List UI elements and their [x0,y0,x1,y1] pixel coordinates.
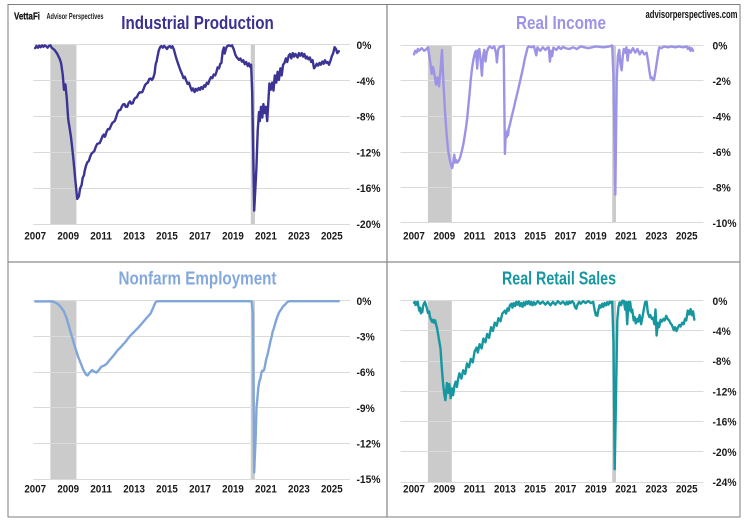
svg-text:2025: 2025 [321,231,343,243]
svg-text:-15%: -15% [357,474,381,486]
svg-text:2011: 2011 [464,484,486,496]
svg-text:2025: 2025 [676,484,698,496]
svg-text:-16%: -16% [357,183,381,195]
svg-text:VettaFi: VettaFi [14,11,40,22]
svg-text:-2%: -2% [713,76,731,88]
svg-text:2009: 2009 [57,231,79,243]
svg-text:2023: 2023 [646,484,668,496]
svg-text:2019: 2019 [222,484,244,496]
svg-text:-20%: -20% [713,447,737,459]
svg-text:-9%: -9% [357,403,375,415]
svg-text:-6%: -6% [357,367,375,379]
svg-text:2009: 2009 [433,231,455,243]
svg-text:0%: 0% [357,40,372,52]
svg-text:2021: 2021 [615,484,637,496]
svg-text:Advisor Perspectives: Advisor Perspectives [47,11,104,21]
svg-text:2025: 2025 [321,484,343,496]
svg-text:2017: 2017 [555,231,577,243]
svg-text:2021: 2021 [255,484,277,496]
svg-text:2007: 2007 [24,231,46,243]
svg-text:-20%: -20% [357,219,381,231]
svg-text:-4%: -4% [357,76,375,88]
svg-text:0%: 0% [713,41,728,53]
svg-text:2021: 2021 [255,231,277,243]
svg-text:2009: 2009 [433,484,455,496]
svg-text:2017: 2017 [555,484,577,496]
svg-text:-4%: -4% [713,112,731,124]
svg-text:2021: 2021 [615,231,637,243]
svg-text:0%: 0% [713,296,728,308]
svg-text:-3%: -3% [357,332,375,344]
svg-text:2019: 2019 [585,231,607,243]
svg-text:2011: 2011 [90,484,112,496]
svg-text:2023: 2023 [288,484,310,496]
svg-text:2013: 2013 [494,484,516,496]
svg-text:Real Retail Sales: Real Retail Sales [502,268,616,289]
svg-text:-12%: -12% [713,386,737,398]
svg-text:Industrial Production: Industrial Production [121,12,274,33]
svg-text:-16%: -16% [713,417,737,429]
svg-text:2013: 2013 [123,484,145,496]
svg-text:2023: 2023 [288,231,310,243]
svg-text:2013: 2013 [494,231,516,243]
svg-text:-8%: -8% [713,183,731,195]
svg-text:Nonfarm Employment: Nonfarm Employment [119,268,277,289]
svg-text:-8%: -8% [357,112,375,124]
svg-text:-8%: -8% [713,356,731,368]
svg-text:2017: 2017 [189,484,211,496]
svg-text:-4%: -4% [713,326,731,338]
svg-text:2007: 2007 [403,231,425,243]
svg-text:-24%: -24% [713,477,737,489]
svg-text:2023: 2023 [646,231,668,243]
svg-text:2007: 2007 [403,484,425,496]
svg-text:-10%: -10% [713,218,737,230]
svg-text:advisorperspectives.com: advisorperspectives.com [646,9,738,21]
svg-text:Real Income: Real Income [516,12,606,33]
svg-text:-12%: -12% [357,438,381,450]
svg-text:2007: 2007 [24,484,46,496]
svg-text:2015: 2015 [524,484,546,496]
svg-text:-12%: -12% [357,147,381,159]
svg-text:2019: 2019 [222,231,244,243]
svg-text:2011: 2011 [464,231,486,243]
svg-text:2019: 2019 [585,484,607,496]
svg-text:2013: 2013 [123,231,145,243]
svg-text:2025: 2025 [676,231,698,243]
svg-text:2015: 2015 [524,231,546,243]
svg-text:2015: 2015 [156,231,178,243]
svg-text:0%: 0% [357,296,372,308]
svg-text:2017: 2017 [189,231,211,243]
svg-text:-6%: -6% [713,147,731,159]
svg-text:2011: 2011 [90,231,112,243]
svg-text:2015: 2015 [156,484,178,496]
svg-text:2009: 2009 [57,484,79,496]
